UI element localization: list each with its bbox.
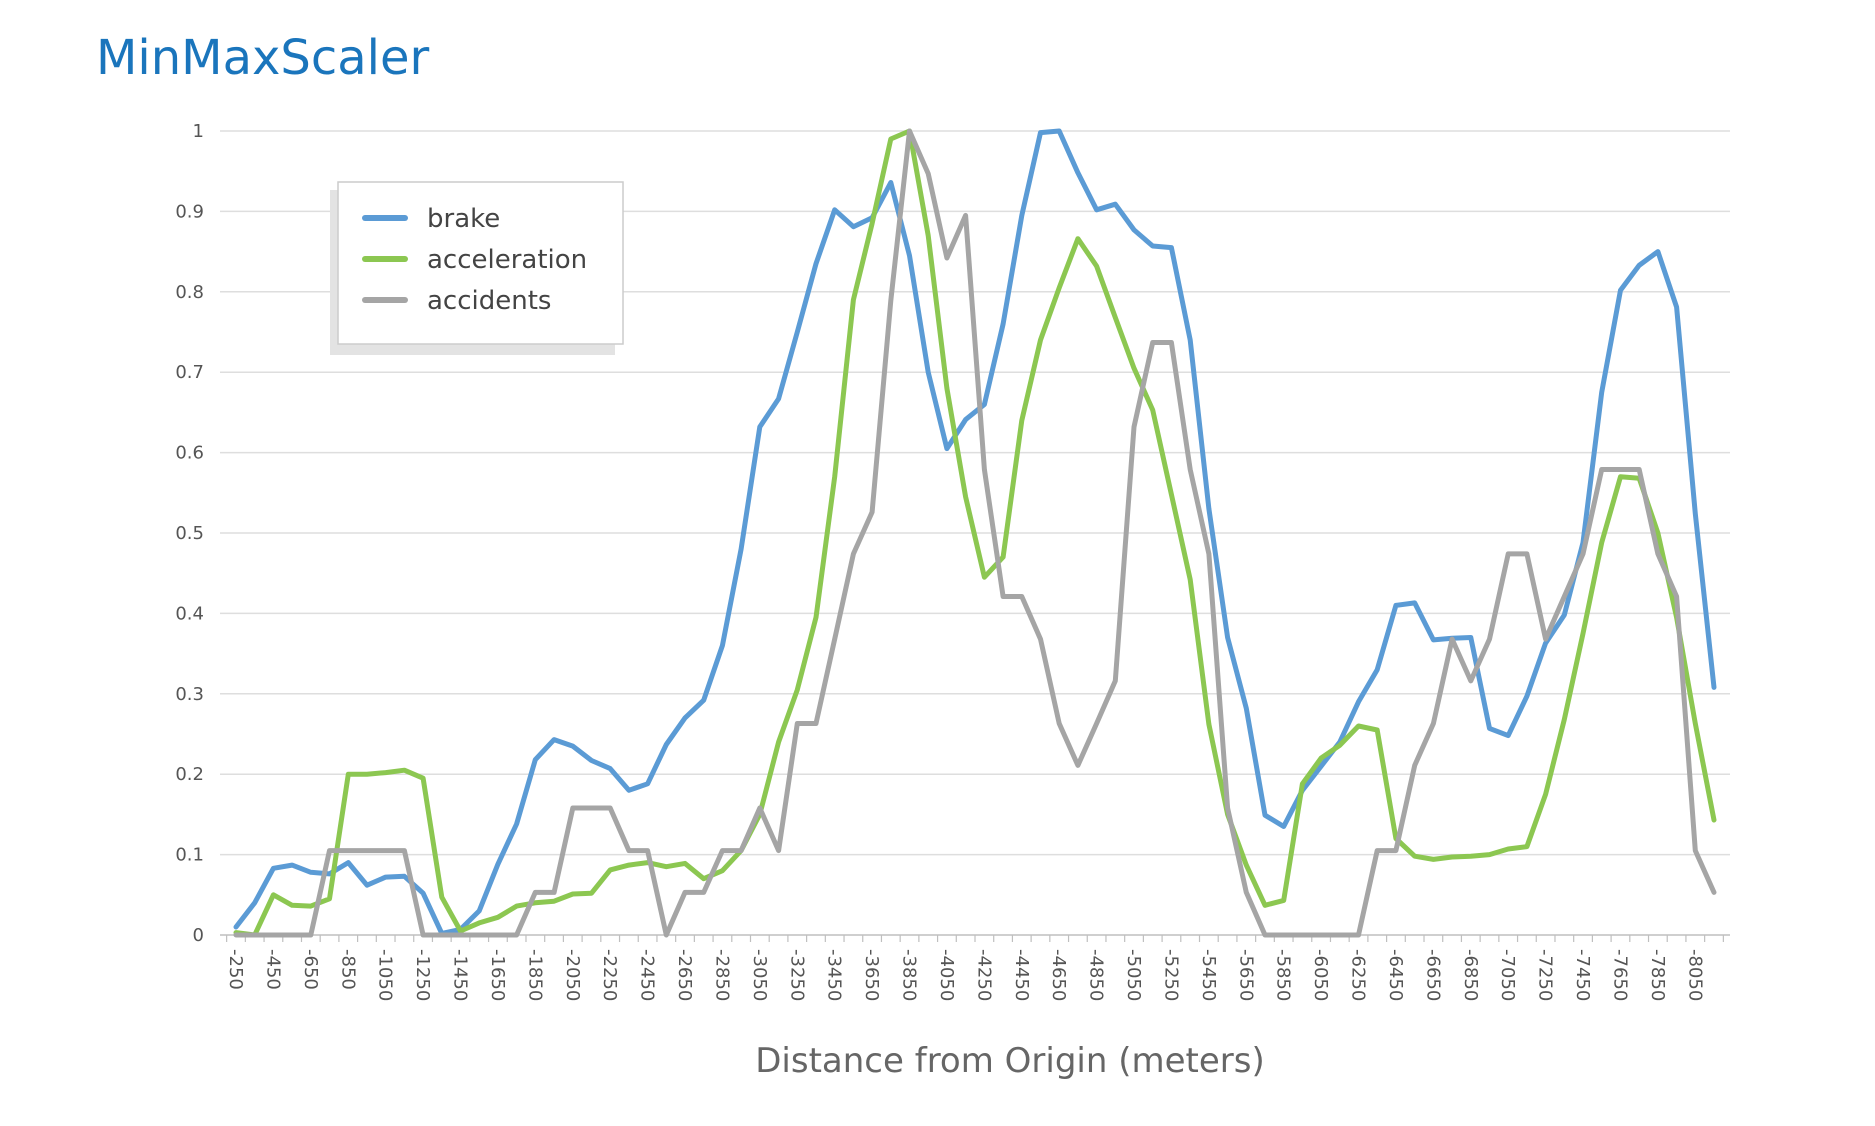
x-tick-label: -1850: [524, 949, 545, 1001]
x-tick-label: -2650: [674, 949, 695, 1001]
x-tick-label: -1650: [487, 949, 508, 1001]
x-tick-label: -5250: [1160, 949, 1181, 1001]
x-tick-label: -7850: [1647, 949, 1668, 1001]
y-tick-label: 0.2: [175, 764, 204, 785]
x-tick-label: -4650: [1048, 949, 1069, 1001]
x-tick-label: -2450: [637, 949, 658, 1001]
x-tick-label: -3650: [861, 949, 882, 1001]
y-tick-label: 1: [193, 121, 204, 142]
x-axis-ticks: -250 -450 -650 -850 -1050 -1250 -1450 -1650 -185…: [225, 949, 1705, 1001]
x-tick-label: -2250: [599, 949, 620, 1001]
series-line-accidents: [233, 128, 1717, 938]
y-axis-ticks: 0 0.1 0.2 0.3 0.4 0.5 0.6 0.7 0.8 0.9 1: [175, 121, 204, 946]
x-tick-label: -5650: [1235, 949, 1256, 1001]
series-lines: [233, 128, 1717, 938]
x-tick-label: -5450: [1198, 949, 1219, 1001]
x-axis-label: Distance from Origin (meters): [755, 1041, 1265, 1081]
x-tick-label: -3050: [749, 949, 770, 1001]
legend-label-acceleration: acceleration: [427, 245, 587, 275]
x-tick-label: -3850: [899, 949, 920, 1001]
y-tick-label: 0: [193, 925, 204, 946]
x-tick-label: -4450: [1011, 949, 1032, 1001]
x-tick-label: -3450: [824, 949, 845, 1001]
legend-label-accidents: accidents: [427, 286, 551, 316]
x-tick-label: -6250: [1348, 949, 1369, 1001]
x-tick-label: -6050: [1310, 949, 1331, 1001]
y-tick-label: 0.8: [175, 282, 204, 303]
y-tick-label: 0.7: [175, 362, 204, 383]
x-tick-label: -850: [337, 949, 358, 990]
x-tick-label: -7450: [1572, 949, 1593, 1001]
y-tick-label: 0.3: [175, 684, 204, 705]
x-tick-label: -2850: [711, 949, 732, 1001]
x-tick-label: -7250: [1535, 949, 1556, 1001]
x-tick-label: -450: [262, 949, 283, 990]
y-tick-label: 0.9: [175, 201, 204, 222]
series-line-acceleration: [233, 128, 1717, 938]
x-tick-label: -4850: [1086, 949, 1107, 1001]
series-line-brake: [233, 128, 1717, 936]
x-tick-label: -3250: [786, 949, 807, 1001]
x-tick-label: -4050: [936, 949, 957, 1001]
y-tick-label: 0.5: [175, 523, 204, 544]
chart-title: MinMaxScaler: [96, 30, 430, 86]
x-tick-label: -1450: [450, 949, 471, 1001]
legend-box: [337, 181, 624, 345]
x-tick-label: -5850: [1273, 949, 1294, 1001]
y-tick-label: 0.1: [175, 845, 204, 866]
legend-label-brake: brake: [427, 204, 500, 234]
x-tick-label: -6850: [1460, 949, 1481, 1001]
y-tick-label: 0.4: [175, 603, 204, 624]
x-tick-label: -6650: [1422, 949, 1443, 1001]
y-tick-label: 0.6: [175, 443, 204, 464]
legend: brake acceleration accidents: [330, 181, 624, 355]
x-tick-label: -650: [300, 949, 321, 990]
x-tick-label: -2050: [562, 949, 583, 1001]
x-tick-label: -250: [225, 949, 246, 990]
x-tick-label: -5050: [1123, 949, 1144, 1001]
legend-items: brake acceleration accidents: [362, 204, 587, 316]
x-tick-label: -1250: [412, 949, 433, 1001]
x-tick-label: -6450: [1385, 949, 1406, 1001]
x-tick-label: -7650: [1609, 949, 1630, 1001]
x-tick-label: -1050: [375, 949, 396, 1001]
x-tick-label: -4250: [973, 949, 994, 1001]
x-tick-label: -7050: [1497, 949, 1518, 1001]
x-tick-label: -8050: [1684, 949, 1705, 1001]
